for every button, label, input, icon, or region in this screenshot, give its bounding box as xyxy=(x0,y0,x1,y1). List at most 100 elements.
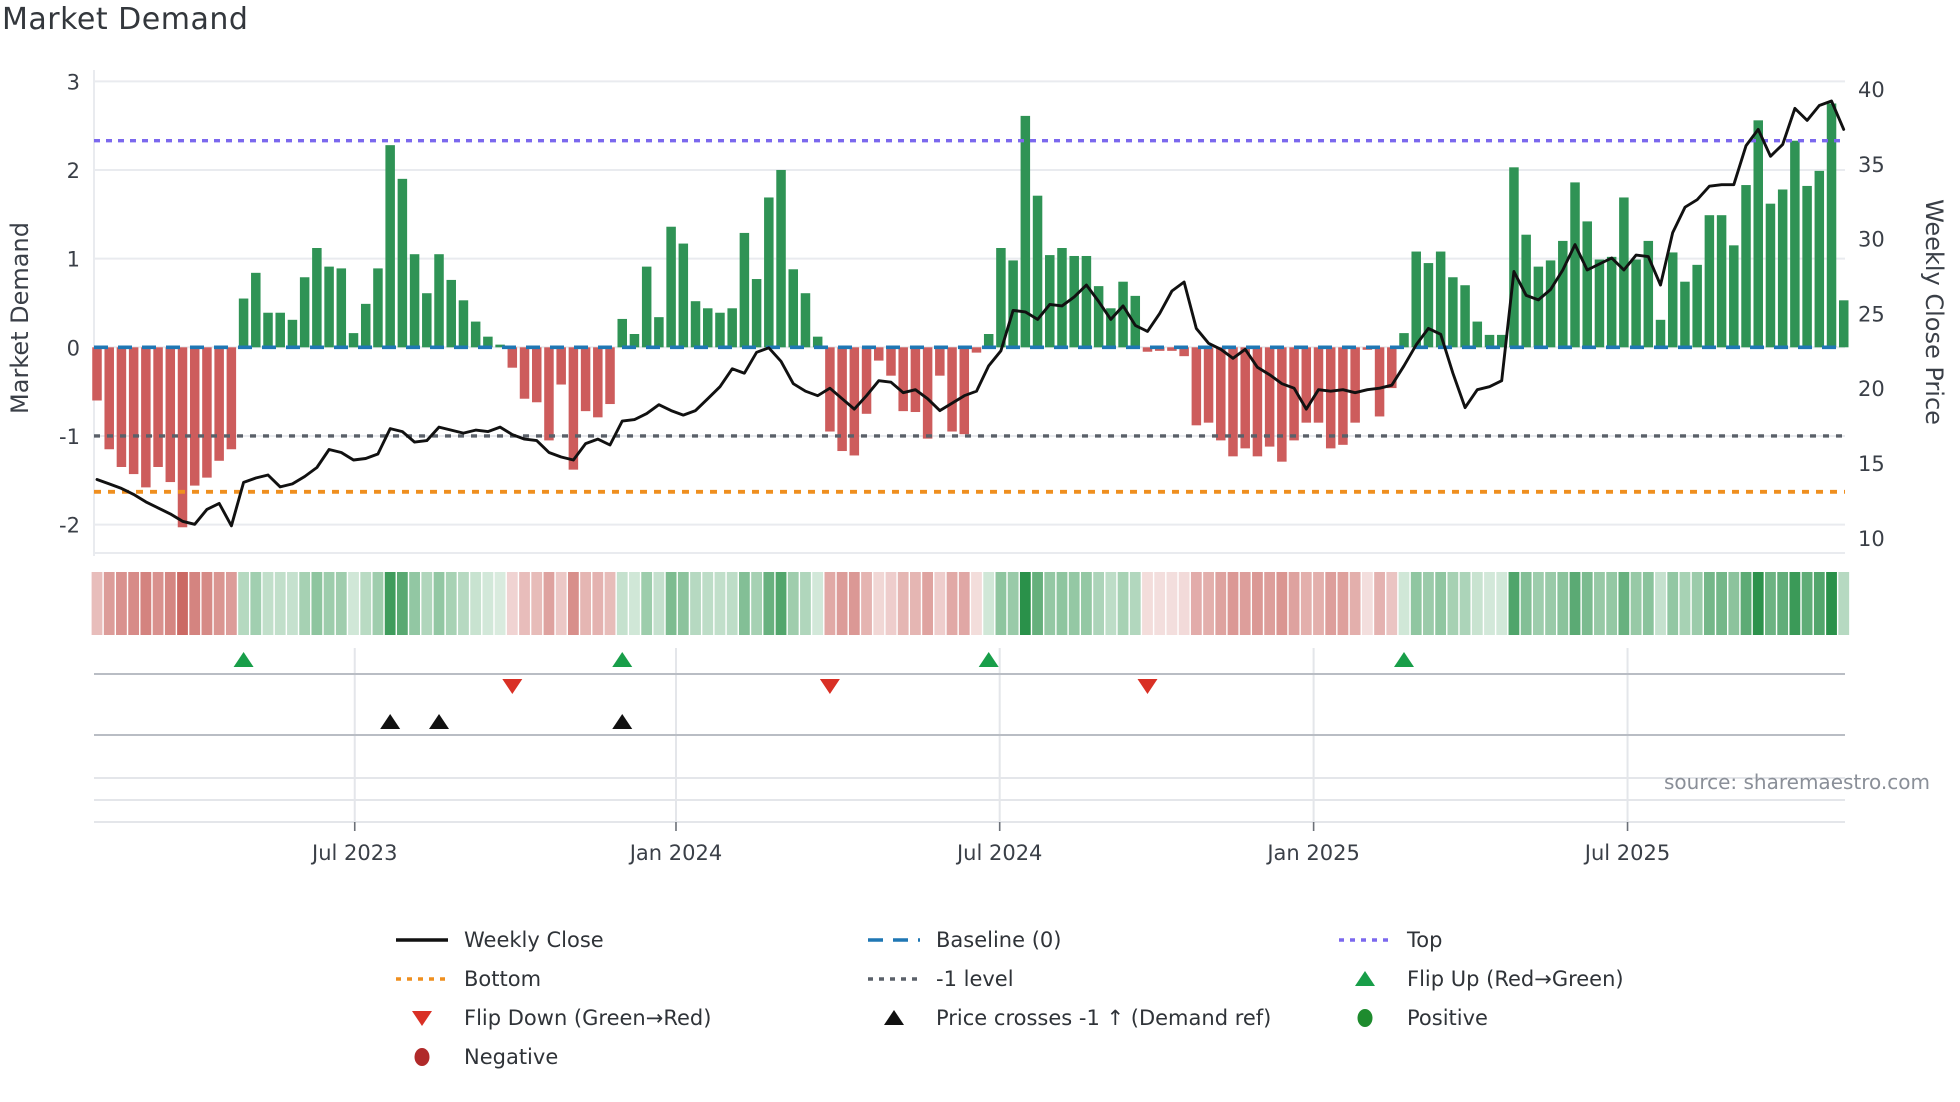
legend-label: Baseline (0) xyxy=(936,928,1062,952)
demand-bar xyxy=(1374,347,1385,417)
demand-bar xyxy=(1643,240,1654,348)
legend-column: Top Flip Up (Red→Green) Positive xyxy=(1337,928,1624,1045)
price-line xyxy=(95,99,1846,528)
legend-swatch xyxy=(1337,1006,1393,1030)
demand-bar xyxy=(1081,255,1092,348)
demand-bar xyxy=(519,347,530,399)
demand-bar xyxy=(1387,347,1397,389)
legend-swatch xyxy=(394,967,450,991)
demand-bar xyxy=(1411,251,1421,348)
demand-bar xyxy=(373,268,383,348)
demand-bar xyxy=(788,269,799,348)
svg-text:2: 2 xyxy=(67,159,80,183)
demand-bar xyxy=(531,347,542,403)
demand-bar xyxy=(1594,259,1605,348)
solid-line-swatch-icon xyxy=(396,938,448,942)
legend-column: Baseline (0) -1 level Price crosses -1 ↑ (… xyxy=(866,928,1271,1045)
demand-bar xyxy=(1118,281,1128,348)
legend: Weekly Close Bottom Flip Down (Green→Red) N… xyxy=(0,928,1960,1088)
demand-bar xyxy=(739,232,750,348)
demand-bar xyxy=(935,347,945,376)
demand-bar xyxy=(385,145,395,348)
demand-bar xyxy=(1142,347,1153,352)
legend-label: Weekly Close xyxy=(464,928,604,952)
demand-bar xyxy=(1228,347,1238,457)
demand-bar xyxy=(1313,347,1324,423)
demand-bar xyxy=(1606,256,1617,348)
right-tick-labels: 40 35 30 25 20 15 10 xyxy=(1858,78,1885,551)
demand-bar xyxy=(165,347,176,483)
demand-bar xyxy=(666,226,676,348)
demand-bar xyxy=(1203,347,1214,423)
demand-bar xyxy=(287,319,298,348)
legend-swatch xyxy=(1337,928,1393,952)
marker-panel xyxy=(94,648,1845,831)
circle-marker-icon xyxy=(1357,1009,1373,1027)
demand-bar xyxy=(238,298,249,348)
demand-bar xyxy=(1399,333,1409,348)
svg-text:Jan 2024: Jan 2024 xyxy=(628,841,723,865)
demand-bar xyxy=(1570,182,1580,348)
svg-text:Jul 2024: Jul 2024 xyxy=(955,841,1042,865)
demand-bar xyxy=(1619,197,1629,348)
svg-text:Jul 2025: Jul 2025 xyxy=(1583,841,1670,865)
legend-swatch xyxy=(394,1006,450,1030)
demand-bar xyxy=(800,293,811,348)
svg-text:1: 1 xyxy=(67,248,80,272)
svg-text:35: 35 xyxy=(1858,153,1885,177)
demand-bar xyxy=(1264,347,1275,447)
demand-bar xyxy=(1448,277,1458,348)
demand-bar xyxy=(556,347,566,385)
demand-bar xyxy=(1167,347,1177,351)
demand-bar xyxy=(1765,203,1776,348)
demand-bar xyxy=(470,321,481,348)
x-tick-labels: Jul 2023 Jan 2024 Jul 2024 Jan 2025 Jul 2025 xyxy=(310,841,1670,865)
legend-item-negative: Negative xyxy=(394,1045,711,1069)
demand-bar xyxy=(1240,347,1250,449)
demand-bar xyxy=(214,347,224,461)
dashed-line-swatch-icon xyxy=(868,938,920,942)
demand-bar xyxy=(568,347,579,470)
demand-bar xyxy=(1753,120,1763,348)
demand-bar xyxy=(483,336,493,348)
legend-label: Flip Down (Green→Red) xyxy=(464,1006,712,1030)
legend-label: Price crosses -1 ↑ (Demand ref) xyxy=(936,1006,1272,1030)
demand-bar xyxy=(1802,185,1812,348)
legend-item-flip-up-red-green: Flip Up (Red→Green) xyxy=(1337,967,1624,991)
demand-bar xyxy=(544,347,554,441)
legend-item-weekly-close: Weekly Close xyxy=(394,928,711,952)
demand-bar xyxy=(654,317,664,348)
demand-bar xyxy=(1704,215,1715,348)
legend-label: -1 level xyxy=(936,967,1014,991)
demand-bar xyxy=(128,347,139,475)
legend-label: Top xyxy=(1407,928,1443,952)
demand-bar xyxy=(1045,255,1055,348)
demand-bar xyxy=(1008,260,1018,348)
svg-text:Jan 2025: Jan 2025 xyxy=(1265,841,1360,865)
demand-bar xyxy=(996,248,1006,348)
demand-bar xyxy=(446,279,456,348)
demand-bar xyxy=(898,347,908,412)
demand-bar xyxy=(1826,103,1837,348)
demand-bar xyxy=(1533,266,1544,348)
chart-title: Market Demand xyxy=(2,2,249,37)
demand-bar xyxy=(409,254,420,348)
demand-bar xyxy=(1655,319,1666,348)
demand-bar xyxy=(458,300,469,348)
demand-bar xyxy=(1521,234,1531,348)
demand-bar xyxy=(1631,259,1641,348)
demand-bar xyxy=(617,318,627,348)
demand-bar xyxy=(507,347,518,368)
svg-text:-2: -2 xyxy=(59,514,80,538)
demand-bar xyxy=(715,312,725,348)
svg-text:25: 25 xyxy=(1858,302,1885,326)
demand-bar xyxy=(690,301,701,348)
demand-bar xyxy=(849,347,860,456)
legend-swatch xyxy=(394,1045,450,1069)
legend-label: Flip Up (Red→Green) xyxy=(1407,967,1624,991)
heatmap-strip xyxy=(91,572,1850,635)
flip-up-markers xyxy=(233,652,1415,667)
demand-bar xyxy=(1093,286,1104,348)
